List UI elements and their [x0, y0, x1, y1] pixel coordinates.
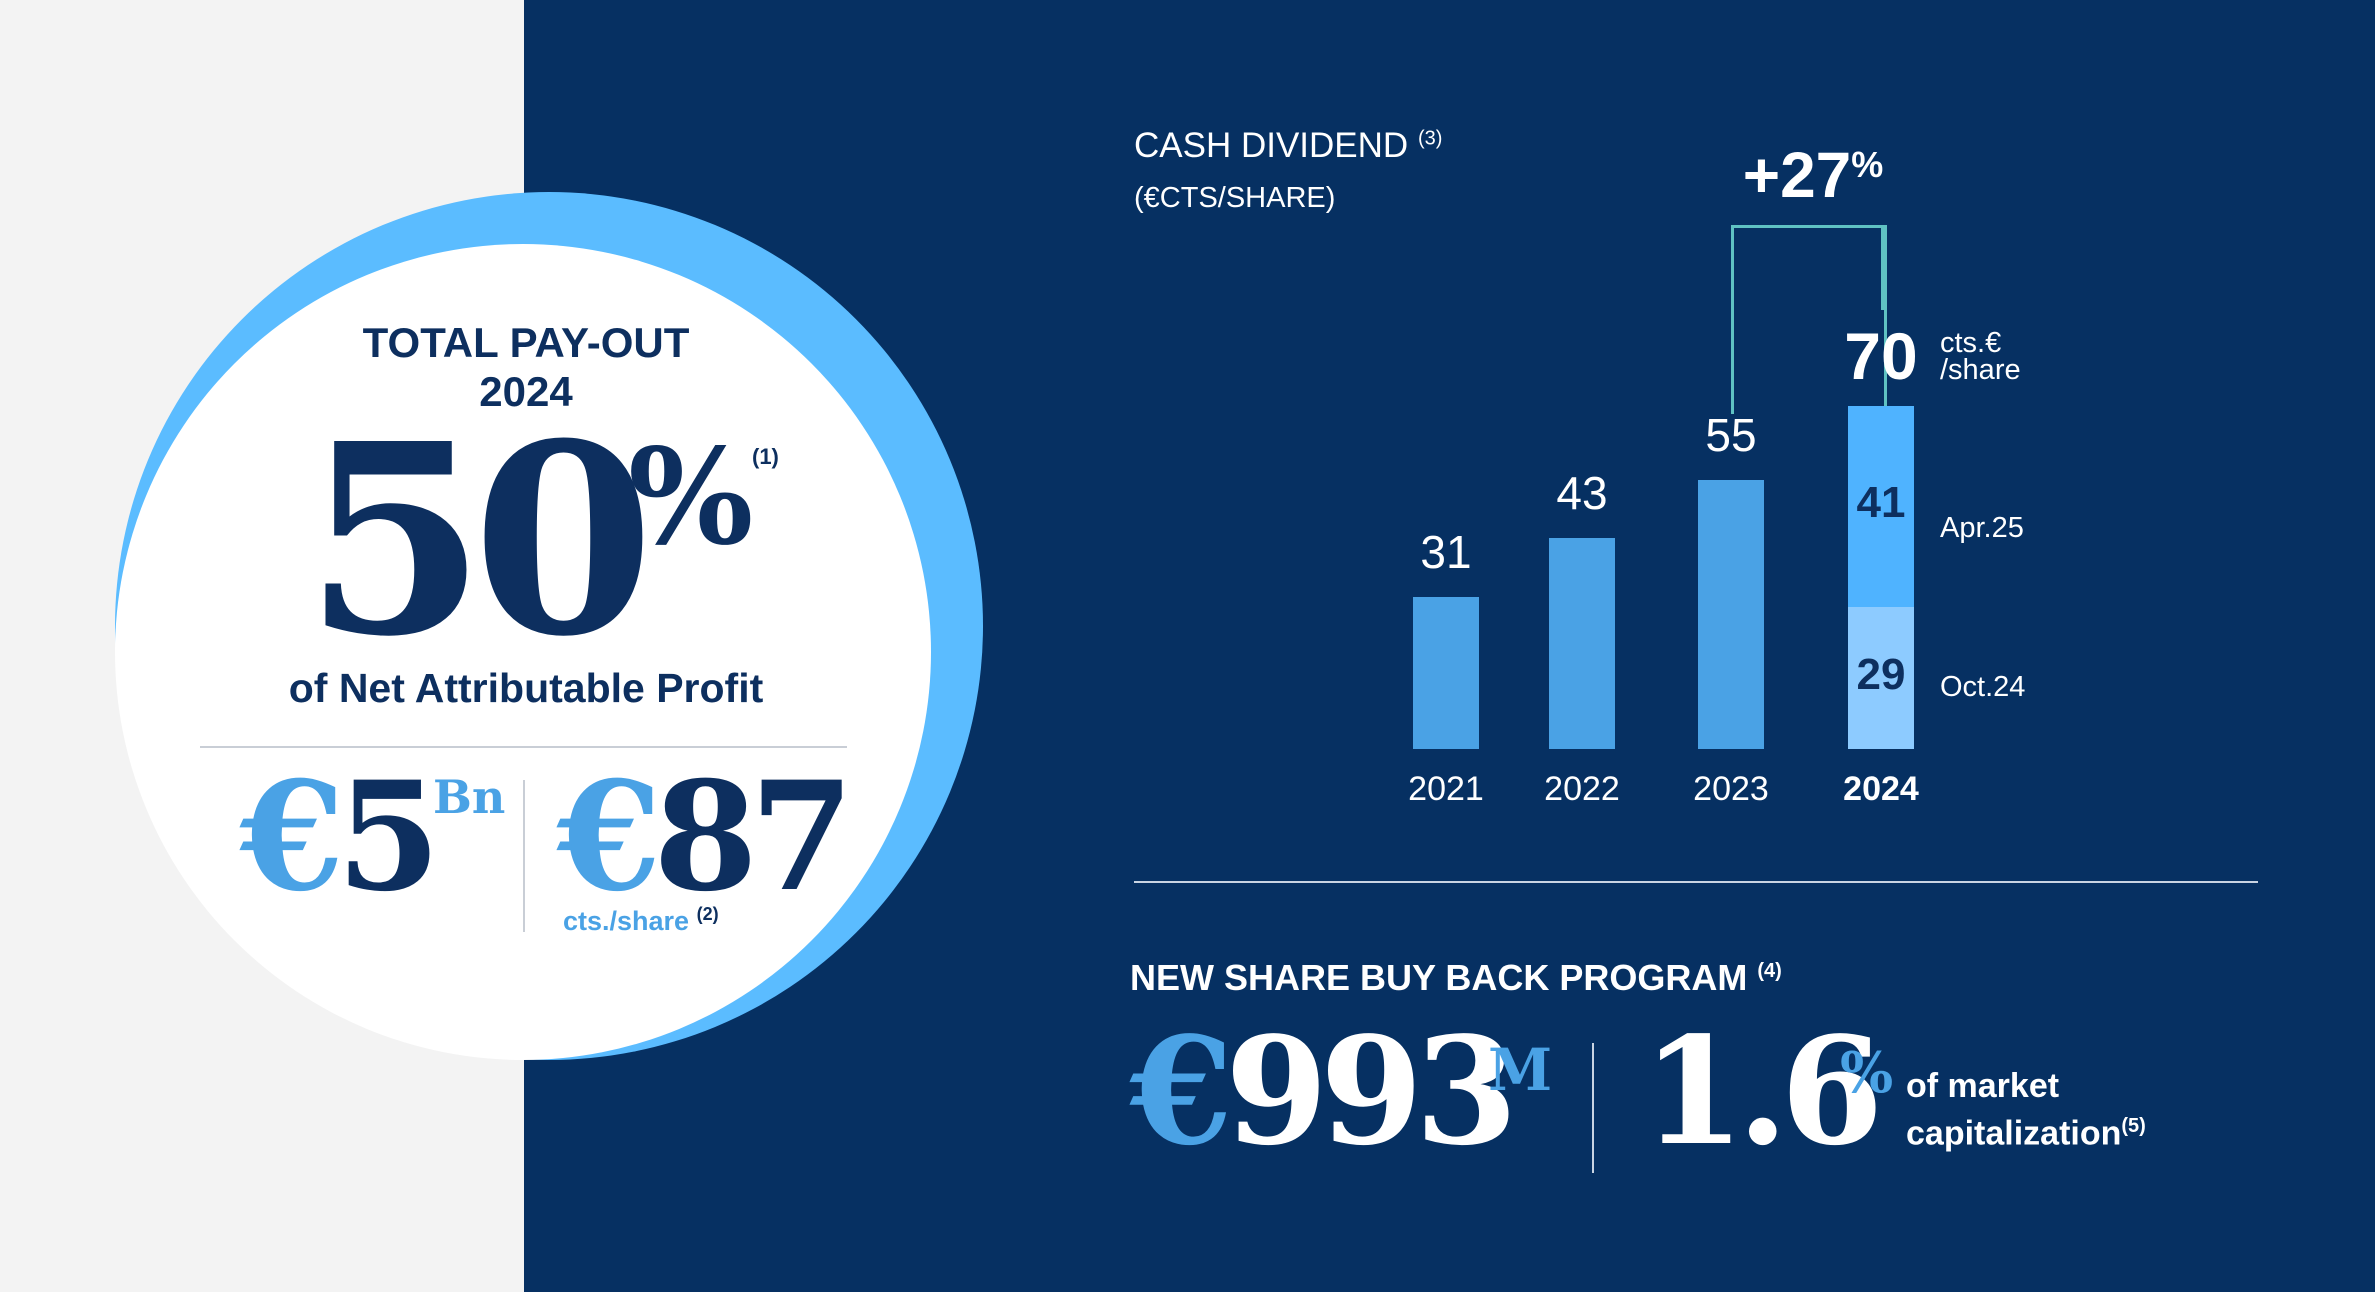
buyback-amount: €993 [1130, 1016, 1518, 1166]
total-payout-currency: € [240, 749, 344, 925]
buyback-text-note: (5) [2121, 1115, 2146, 1137]
growth-sign: % [1851, 144, 1884, 185]
growth-value: +27 [1742, 139, 1852, 211]
bar-value-label-2023: 55 [1705, 408, 1757, 461]
cash-dividend-subtitle: (€CTS/SHARE) [1134, 182, 1336, 214]
bar-2024-unit: cts.€ /share [1940, 327, 2021, 386]
per-share-note: (2) [696, 904, 719, 924]
payout-percent-note: (1) [752, 444, 779, 469]
payout-subtitle: of Net Attributable Profit [288, 665, 764, 711]
bar-2024-segment-apr25 [1848, 406, 1914, 607]
growth-annotation: +27% [1733, 138, 1893, 212]
bar-2022 [1549, 538, 1615, 749]
buyback-title-note: (4) [1757, 960, 1782, 982]
buyback-title: NEW SHARE BUY BACK PROGRAM (4) [1130, 957, 1782, 999]
bar-2024-total-label: 70 [1844, 319, 1918, 393]
buyback-unit: M [1488, 1036, 1553, 1104]
cash-dividend-title-text: CASH DIVIDEND [1134, 126, 1409, 165]
bar-2024-unit-line2: /share [1940, 354, 2021, 386]
payout-percent-sign: % [628, 420, 754, 575]
total-payout-value: 5 [336, 749, 440, 925]
segment-name-apr25: Apr.25 [1940, 512, 2024, 544]
buyback-text-line2-wrap: capitalization(5) [1906, 1106, 2146, 1153]
payout-title: TOTAL PAY-OUT 2024 [296, 318, 756, 416]
segment-value-apr25: 41 [1856, 478, 1906, 528]
payout-divider-vertical [523, 780, 525, 932]
segment-value-oct24: 29 [1856, 649, 1906, 699]
buyback-divider [1592, 1043, 1594, 1173]
payout-percent-value: 50 [304, 386, 655, 694]
year-label-2021: 2021 [1408, 770, 1484, 808]
buyback-value: 993 [1224, 1004, 1518, 1178]
bar-value-label-2022: 43 [1556, 467, 1608, 520]
bar-2023 [1698, 479, 1764, 749]
cash-dividend-title: CASH DIVIDEND (3) [1134, 126, 1442, 166]
year-label-2023: 2023 [1693, 770, 1769, 808]
buyback-percent-sign: % [1840, 1040, 1894, 1106]
year-label-2022: 2022 [1544, 770, 1620, 808]
bar-value-label-2021: 31 [1420, 526, 1472, 579]
growth-bracket [1731, 225, 1887, 414]
growth-bracket-right-arm [1881, 225, 1884, 310]
buyback-currency: € [1130, 1004, 1233, 1178]
total-payout-unit: Bn [433, 770, 506, 824]
payout-title-line1: TOTAL PAY-OUT [362, 319, 690, 366]
per-share-unit: cts./share [563, 906, 690, 936]
per-share-unit-line: cts./share (2) [563, 904, 719, 937]
per-share-currency: € [557, 749, 661, 925]
buyback-title-text: NEW SHARE BUY BACK PROGRAM [1130, 957, 1748, 998]
year-label-2024: 2024 [1843, 770, 1919, 808]
buyback-percent-value: 1.6 [1642, 1004, 1884, 1178]
buyback-text-line2: capitalization [1906, 1114, 2122, 1153]
section-separator [1134, 881, 2258, 883]
buyback-text-line1: of market [1906, 1067, 2060, 1105]
bar-2021 [1413, 597, 1479, 749]
bar-2024-unit-line1: cts.€ [1940, 327, 2002, 359]
bar-2024-segment-oct24 [1848, 606, 1914, 749]
total-payout-amount: €5 [240, 762, 441, 912]
per-share-value: 87 [653, 749, 854, 925]
buyback-description: of market capitalization(5) [1906, 1066, 2146, 1153]
segment-name-oct24: Oct.24 [1940, 671, 2026, 703]
per-share-amount: €87 [557, 762, 854, 912]
payout-divider-horizontal [200, 746, 847, 748]
cash-dividend-title-note: (3) [1417, 127, 1443, 150]
payout-title-line2: 2024 [479, 368, 573, 415]
